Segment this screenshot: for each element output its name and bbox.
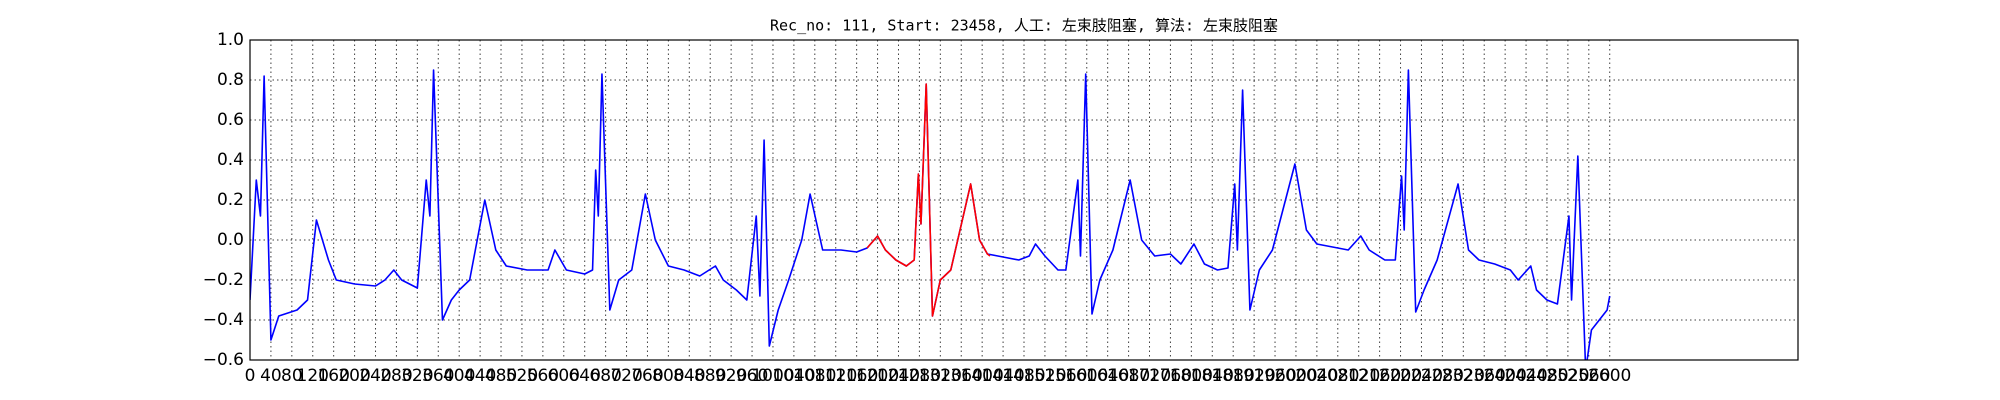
- x-tick-label: 2600: [1588, 366, 1631, 386]
- x-tick-label: 0: [245, 366, 256, 386]
- x-tick-label: 2560: [1567, 366, 1610, 386]
- x-tick-label: 480: [485, 366, 517, 386]
- x-tick-label: 800: [652, 366, 684, 386]
- x-tick-label: 320: [401, 366, 433, 386]
- y-tick-label: −0.4: [203, 310, 244, 330]
- x-tick-label: 1280: [898, 366, 941, 386]
- x-tick-label: 200: [338, 366, 370, 386]
- x-tick-label: 680: [589, 366, 621, 386]
- x-tick-label: 840: [673, 366, 705, 386]
- x-tick-label: 520: [506, 366, 538, 386]
- y-tick-label: 0.8: [217, 70, 244, 90]
- plot-area: [250, 69, 1611, 360]
- y-tick-label: −0.6: [203, 350, 244, 370]
- x-tick-label: 760: [631, 366, 663, 386]
- x-tick-label: 1640: [1086, 366, 1129, 386]
- chart-title: Rec_no: 111, Start: 23458, 人工: 左束肢阻塞, 算法…: [770, 17, 1278, 35]
- x-tick-label: 1840: [1191, 366, 1234, 386]
- x-tick-label: 2280: [1421, 366, 1464, 386]
- x-tick-label: 2400: [1484, 366, 1527, 386]
- x-tick-label: 1240: [877, 366, 920, 386]
- x-tick-label: 1120: [814, 366, 857, 386]
- x-tick-label: 1760: [1149, 366, 1192, 386]
- x-tick-label: 1360: [940, 366, 983, 386]
- x-tick-label: 2160: [1358, 366, 1401, 386]
- x-tick-label: 2120: [1337, 366, 1380, 386]
- x-tick-label: 1160: [835, 366, 878, 386]
- y-tick-label: 0.2: [217, 190, 244, 210]
- x-tick-label: 2000: [1274, 366, 1317, 386]
- y-tick-label: 0.0: [217, 230, 244, 250]
- x-tick-label: 360: [422, 366, 454, 386]
- x-tick-label: 440: [464, 366, 496, 386]
- x-tick-label: 560: [527, 366, 559, 386]
- x-tick-label: 280: [380, 366, 412, 386]
- x-tick-label: 1560: [1044, 366, 1087, 386]
- x-tick-label: 640: [568, 366, 600, 386]
- x-tick-label: 2240: [1400, 366, 1443, 386]
- x-tick-label: 2320: [1442, 366, 1485, 386]
- x-tick-label: 1800: [1170, 366, 1213, 386]
- y-tick-label: 0.4: [217, 150, 244, 170]
- x-tick-label: 2080: [1316, 366, 1359, 386]
- x-tick-label: 2480: [1525, 366, 1568, 386]
- x-tick-label: 720: [610, 366, 642, 386]
- x-tick-label: 1440: [981, 366, 1024, 386]
- x-tick-label: 2360: [1463, 366, 1506, 386]
- x-tick-label: 600: [548, 366, 580, 386]
- x-tick-label: 1040: [772, 366, 815, 386]
- x-tick-label: 1720: [1128, 366, 1171, 386]
- x-tick-label: 240: [359, 366, 391, 386]
- y-tick-label: 1.0: [217, 30, 244, 50]
- x-tick-label: 40: [260, 366, 282, 386]
- x-tick-label: 1080: [793, 366, 836, 386]
- y-tick-label: 0.6: [217, 110, 244, 130]
- x-tick-label: 920: [715, 366, 747, 386]
- x-tick-label: 1400: [961, 366, 1004, 386]
- x-tick-label: 1000: [751, 366, 794, 386]
- x-tick-label: 1320: [919, 366, 962, 386]
- x-tick-label: 2040: [1295, 366, 1338, 386]
- ecg-line: [866, 83, 991, 317]
- x-tick-label: 1480: [1002, 366, 1045, 386]
- x-tick-label: 1520: [1023, 366, 1066, 386]
- x-tick-label: 880: [694, 366, 726, 386]
- x-tick-label: 960: [736, 366, 768, 386]
- x-tick-label: 1200: [856, 366, 899, 386]
- x-tick-label: 400: [443, 366, 475, 386]
- x-tick-label: 2520: [1546, 366, 1589, 386]
- x-tick-label: 1600: [1065, 366, 1108, 386]
- x-tick-label: 1880: [1212, 366, 1255, 386]
- x-tick-label: 120: [297, 366, 329, 386]
- x-tick-label: 160: [317, 366, 349, 386]
- x-tick-label: 1680: [1107, 366, 1150, 386]
- x-tick-label: 1920: [1232, 366, 1275, 386]
- x-tick-label: 2200: [1379, 366, 1422, 386]
- x-tick-label: 1960: [1253, 366, 1296, 386]
- x-tick-label: 80: [281, 366, 303, 386]
- y-tick-label: −0.2: [203, 270, 244, 290]
- plot-frame: [249, 39, 1799, 361]
- x-tick-label: 2440: [1504, 366, 1547, 386]
